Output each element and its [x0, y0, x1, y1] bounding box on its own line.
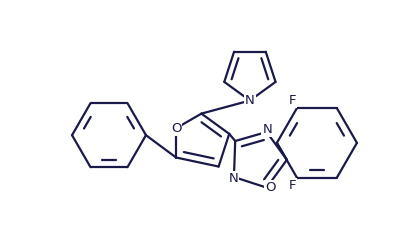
Text: F: F	[288, 179, 295, 192]
Text: O: O	[170, 122, 181, 135]
Text: N: N	[245, 94, 254, 107]
Text: O: O	[265, 181, 275, 194]
Text: F: F	[288, 94, 295, 107]
Text: N: N	[262, 123, 271, 136]
Text: N: N	[228, 172, 237, 185]
